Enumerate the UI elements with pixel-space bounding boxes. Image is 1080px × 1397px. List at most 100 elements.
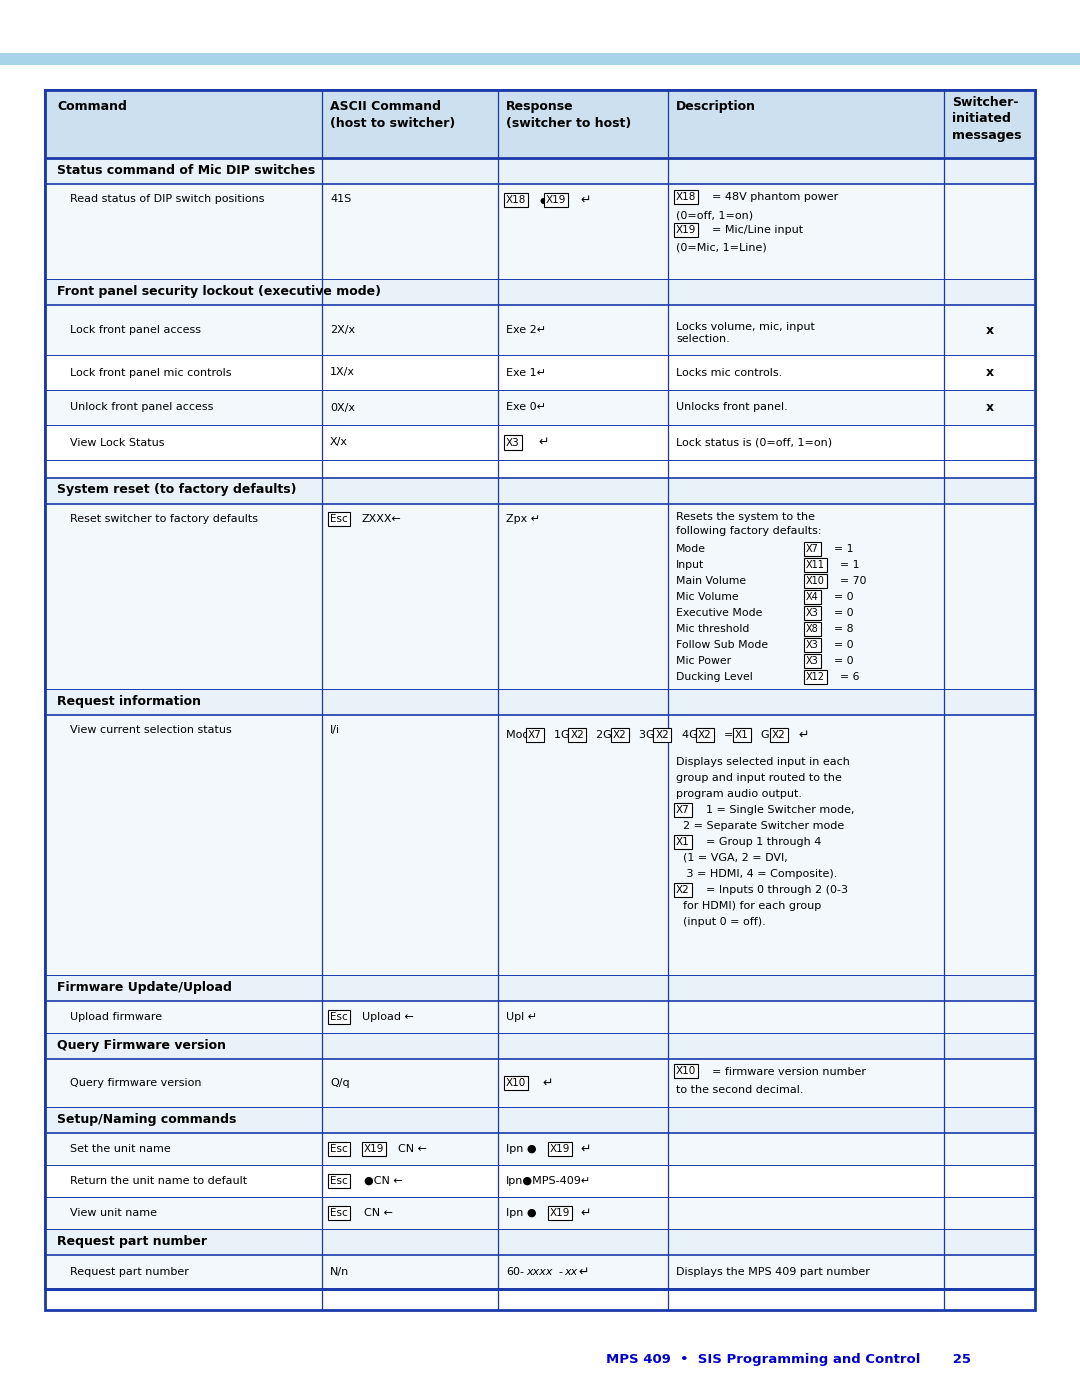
Text: Upl ↵: Upl ↵ xyxy=(507,1011,537,1023)
Text: group and input routed to the: group and input routed to the xyxy=(676,773,842,782)
Text: 1 = Single Switcher mode,: 1 = Single Switcher mode, xyxy=(706,805,854,814)
Text: = firmware version number: = firmware version number xyxy=(712,1067,866,1077)
Text: CN ←: CN ← xyxy=(364,1208,393,1218)
Text: = 0: = 0 xyxy=(834,657,853,666)
Text: x: x xyxy=(985,366,994,379)
Text: X18: X18 xyxy=(507,196,526,205)
Text: X3: X3 xyxy=(806,657,819,666)
Text: X10: X10 xyxy=(806,576,825,585)
Text: MPS 409  •  SIS Programming and Control       25: MPS 409 • SIS Programming and Control 25 xyxy=(606,1354,971,1366)
Text: = Mic/Line input: = Mic/Line input xyxy=(712,225,804,235)
Bar xyxy=(45,89,1035,1289)
Bar xyxy=(45,1106,1035,1133)
Bar xyxy=(45,1002,1035,1032)
Text: Ipn●MPS-409↵: Ipn●MPS-409↵ xyxy=(507,1176,591,1186)
Text: X2: X2 xyxy=(613,731,626,740)
Text: X19: X19 xyxy=(364,1144,384,1154)
Text: x: x xyxy=(985,401,994,414)
Text: 3 = HDMI, 4 = Composite).: 3 = HDMI, 4 = Composite). xyxy=(676,869,837,879)
Text: = 1: = 1 xyxy=(840,560,860,570)
Text: CN ←: CN ← xyxy=(399,1144,427,1154)
Text: 2 = Separate Switcher mode: 2 = Separate Switcher mode xyxy=(676,821,845,831)
Text: = 70: = 70 xyxy=(840,576,866,585)
Text: Request part number: Request part number xyxy=(70,1267,189,1277)
Text: Ipn ●: Ipn ● xyxy=(507,1144,540,1154)
Text: X18: X18 xyxy=(676,191,697,203)
Text: X19: X19 xyxy=(550,1144,570,1154)
Text: Mod: Mod xyxy=(507,731,534,740)
Text: X3: X3 xyxy=(806,608,819,617)
Text: Set the unit name: Set the unit name xyxy=(70,1144,171,1154)
Bar xyxy=(45,1229,1035,1255)
Text: X2: X2 xyxy=(656,731,670,740)
Text: Ipn ●: Ipn ● xyxy=(507,1208,540,1218)
Text: program audio output.: program audio output. xyxy=(676,789,802,799)
Text: 1G: 1G xyxy=(554,731,573,740)
Bar xyxy=(45,425,1035,460)
Text: Follow Sub Mode: Follow Sub Mode xyxy=(676,640,768,650)
Text: I/i: I/i xyxy=(330,725,340,735)
Text: Exe 2↵: Exe 2↵ xyxy=(507,326,546,335)
Text: Locks volume, mic, input: Locks volume, mic, input xyxy=(676,321,815,332)
Text: Displays the MPS 409 part number: Displays the MPS 409 part number xyxy=(676,1267,869,1277)
Text: View Lock Status: View Lock Status xyxy=(70,437,164,447)
Text: ↵: ↵ xyxy=(798,728,809,742)
Text: Upload ←: Upload ← xyxy=(362,1011,414,1023)
Text: ↵: ↵ xyxy=(578,1266,589,1278)
Text: = 1: = 1 xyxy=(834,543,853,555)
Bar xyxy=(45,305,1035,355)
Text: for HDMI) for each group: for HDMI) for each group xyxy=(676,901,821,911)
Text: = Inputs 0 through 2 (0-3: = Inputs 0 through 2 (0-3 xyxy=(706,886,848,895)
Text: Front panel security lockout (executive mode): Front panel security lockout (executive … xyxy=(57,285,381,298)
Text: 0X/x: 0X/x xyxy=(330,402,355,412)
Text: xxxx: xxxx xyxy=(526,1267,553,1277)
Text: Lock front panel mic controls: Lock front panel mic controls xyxy=(70,367,231,377)
Bar xyxy=(45,1255,1035,1289)
Text: Upload firmware: Upload firmware xyxy=(70,1011,162,1023)
Text: ●CN ←: ●CN ← xyxy=(364,1176,403,1186)
Bar xyxy=(45,1059,1035,1106)
Text: ●: ● xyxy=(540,196,548,204)
Text: X2: X2 xyxy=(570,731,584,740)
Bar xyxy=(45,390,1035,425)
Text: Query Firmware version: Query Firmware version xyxy=(57,1038,226,1052)
Bar xyxy=(45,689,1035,715)
Text: Executive Mode: Executive Mode xyxy=(676,608,762,617)
Text: ↵: ↵ xyxy=(580,1207,591,1220)
Bar xyxy=(45,460,1035,478)
Text: = 48V phantom power: = 48V phantom power xyxy=(712,191,838,203)
Text: X19: X19 xyxy=(550,1208,570,1218)
Bar xyxy=(45,89,1035,1310)
Bar xyxy=(45,158,1035,184)
Text: Esc: Esc xyxy=(330,1011,348,1023)
Text: X7: X7 xyxy=(528,731,542,740)
Bar xyxy=(45,184,1035,279)
Bar xyxy=(45,1197,1035,1229)
Text: Status command of Mic DIP switches: Status command of Mic DIP switches xyxy=(57,163,315,176)
Bar xyxy=(45,504,1035,689)
Text: X3: X3 xyxy=(507,437,519,447)
Text: X1: X1 xyxy=(676,837,690,847)
Text: Response
(switcher to host): Response (switcher to host) xyxy=(507,101,631,130)
Text: = 6: = 6 xyxy=(840,672,860,682)
Text: ZXXX←: ZXXX← xyxy=(362,514,402,524)
Text: = 0: = 0 xyxy=(834,640,853,650)
Text: Lock front panel access: Lock front panel access xyxy=(70,326,201,335)
Text: Description: Description xyxy=(676,101,756,113)
Bar xyxy=(45,1133,1035,1165)
Text: (1 = VGA, 2 = DVI,: (1 = VGA, 2 = DVI, xyxy=(676,854,787,863)
Text: Switcher-
initiated
messages: Switcher- initiated messages xyxy=(951,96,1022,142)
Text: X19: X19 xyxy=(546,196,566,205)
Text: Resets the system to the: Resets the system to the xyxy=(676,511,815,522)
Text: X10: X10 xyxy=(507,1078,526,1088)
Text: = Group 1 through 4: = Group 1 through 4 xyxy=(706,837,822,847)
Text: Reset switcher to factory defaults: Reset switcher to factory defaults xyxy=(70,514,258,524)
Text: -: - xyxy=(558,1267,562,1277)
Text: Esc: Esc xyxy=(330,1176,348,1186)
Text: Exe 0↵: Exe 0↵ xyxy=(507,402,546,412)
Text: X7: X7 xyxy=(676,805,690,814)
Text: X8: X8 xyxy=(806,624,819,634)
Text: following factory defaults:: following factory defaults: xyxy=(676,527,822,536)
Text: = 0: = 0 xyxy=(834,608,853,617)
Text: = 0: = 0 xyxy=(834,592,853,602)
